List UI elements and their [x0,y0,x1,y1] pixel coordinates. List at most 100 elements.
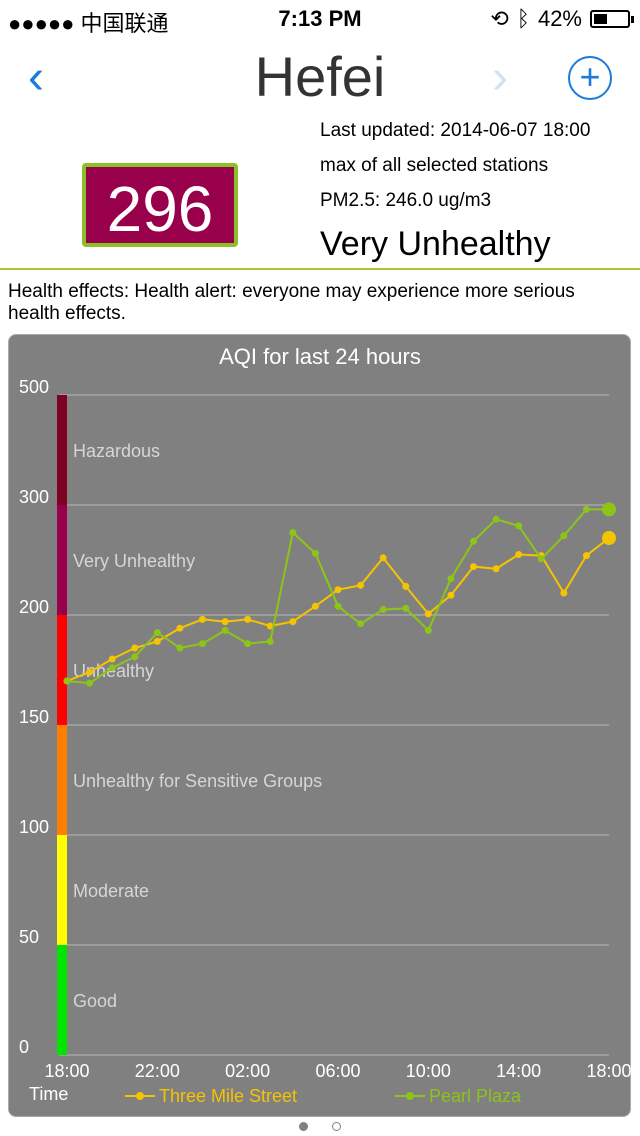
data-point [108,655,116,663]
page-dot[interactable] [332,1122,341,1131]
x-tick-label: 22:00 [135,1061,180,1081]
data-point [108,664,116,672]
data-point [470,537,477,545]
carrier-label: ●●●●● 中国联通 [8,11,169,36]
data-point [582,505,590,513]
legend-marker [136,1092,144,1100]
y-tick-label: 0 [19,1037,29,1057]
data-point [379,554,387,562]
data-point [492,565,500,573]
x-axis-label: Time [29,1084,68,1104]
data-point [86,668,94,676]
aqi-chart-panel[interactable]: AQI for last 24 hours 0 50 100 150 200 300 500 G… [8,334,632,1117]
health-effects: Health effects: Health alert: everyone m… [8,281,575,324]
station-note: max of all selected stations [320,155,549,176]
data-point [199,640,206,648]
rotation-lock-icon: ⟲ [490,6,509,31]
y-tick-label: 300 [19,487,49,507]
aqi-band-very-unhealthy [57,505,67,615]
data-point [602,502,616,517]
aqi-value-badge: 296 [82,163,238,247]
band-label: Hazardous [73,441,160,461]
aqi-band-good [57,945,67,1055]
data-point [63,677,71,685]
data-point [470,563,477,571]
x-tick-label: 10:00 [406,1061,451,1081]
data-point [515,551,523,558]
data-point [176,624,184,632]
data-point [131,653,139,661]
next-chevron-icon[interactable]: › [492,51,508,104]
data-point [266,622,274,630]
aqi-band-hazardous [57,395,67,505]
data-point [447,575,455,583]
aqi-band-unhealthy [57,615,67,725]
y-tick-label: 100 [19,817,49,837]
data-point [602,531,616,545]
band-label: Very Unhealthy [73,551,195,571]
data-point [334,602,342,610]
data-point [492,515,500,523]
divider [0,268,640,270]
data-point [221,618,229,626]
status-right: ⟲ ᛒ 42% [490,6,634,32]
data-point [357,620,365,628]
data-point [357,581,365,589]
chart-title: AQI for last 24 hours [219,344,421,369]
data-point [266,637,274,645]
battery-icon [590,10,634,28]
data-point [424,626,432,634]
aqi-band-moderate [57,835,67,945]
back-chevron-icon[interactable]: ‹ [28,51,44,104]
aqi-chart: AQI for last 24 hours 0 50 100 150 200 300 500 G… [19,344,632,1106]
pm25-value: PM2.5: 246.0 ug/m3 [320,190,492,211]
data-point [447,591,455,599]
data-point [289,529,297,536]
data-point [379,606,387,613]
data-point [515,522,523,530]
x-tick-label: 18:00 [586,1061,631,1081]
page-indicator[interactable] [0,1118,640,1136]
y-tick-label: 50 [19,927,39,947]
data-point [86,679,94,687]
data-point [244,640,252,648]
band-label: Unhealthy for Sensitive Groups [73,771,322,791]
data-point [131,644,139,652]
legend-label: Pearl Plaza [429,1086,522,1106]
legend-label: Three Mile Street [159,1086,297,1106]
band-label: Good [73,991,117,1011]
series-line-1 [66,508,609,685]
x-tick-label: 06:00 [315,1061,360,1081]
status-bar: ●●●●● 中国联通 7:13 PM ⟲ ᛒ 42% [0,0,640,40]
y-tick-label: 150 [19,707,49,727]
bluetooth-icon: ᛒ [516,6,530,31]
data-point [176,644,184,652]
data-point [334,586,342,594]
x-tick-label: 02:00 [225,1061,270,1081]
data-point [402,582,410,590]
status-time: 7:13 PM [278,6,362,31]
data-point [560,589,568,597]
data-point [311,549,319,557]
aqi-info: Last updated: 2014-06-07 18:00 max of al… [320,120,590,264]
y-tick-label: 500 [19,377,49,397]
last-updated: Last updated: 2014-06-07 18:00 [320,120,591,141]
y-tick-label: 200 [19,597,49,617]
data-point [153,637,161,645]
data-point [560,532,568,540]
data-point [311,602,319,610]
data-point [199,615,206,623]
aqi-level: Very Unhealthy [320,225,551,263]
data-point [221,626,229,634]
nav-bar: ‹ Hefei › + [0,40,640,116]
city-title: Hefei [254,45,386,108]
add-station-icon[interactable]: + [568,56,612,100]
x-tick-label: 14:00 [496,1061,541,1081]
data-point [537,555,545,563]
aqi-band-unhealthy-for-sensitive-groups [57,725,67,835]
page-dot[interactable] [299,1122,308,1131]
band-label: Moderate [73,881,149,901]
x-tick-label: 18:00 [44,1061,89,1081]
data-point [424,610,432,618]
battery-percent: 42% [537,6,582,31]
